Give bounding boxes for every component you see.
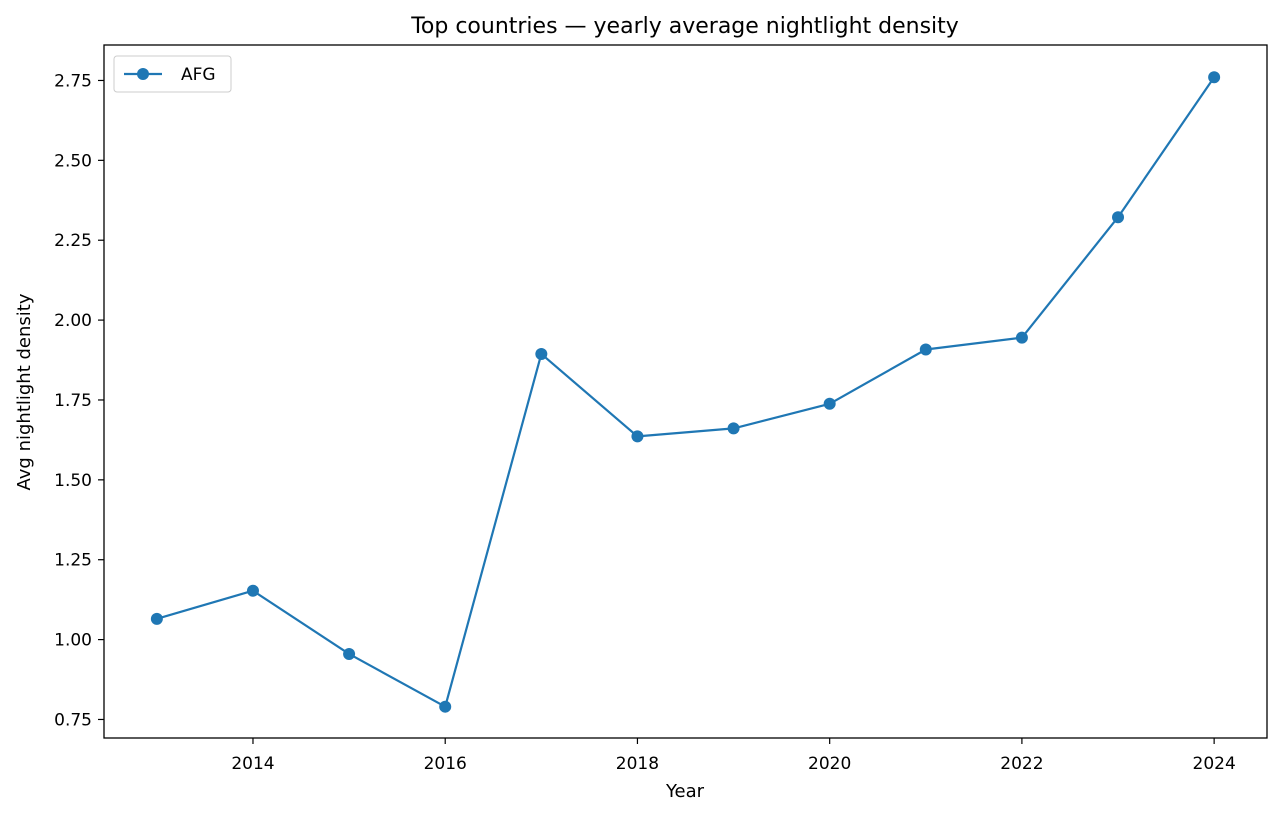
data-point <box>1208 71 1221 84</box>
y-tick-label: 2.00 <box>54 311 92 331</box>
y-tick-label: 1.25 <box>54 551 92 571</box>
chart-title: Top countries — yearly average nightligh… <box>410 14 959 39</box>
data-point <box>919 343 932 356</box>
x-tick-label: 2022 <box>1000 754 1043 774</box>
data-point <box>246 584 259 597</box>
data-point <box>631 430 644 443</box>
data-point <box>150 612 163 625</box>
y-tick-label: 2.25 <box>54 231 92 251</box>
data-point <box>439 700 452 713</box>
series-line <box>156 76 1216 708</box>
legend: AFG <box>113 55 232 93</box>
plot-frame <box>103 44 1268 739</box>
x-tick-label: 2014 <box>231 754 274 774</box>
data-point <box>343 647 356 660</box>
x-tick-label: 2024 <box>1193 754 1236 774</box>
data-point <box>535 347 548 360</box>
y-tick-label: 1.50 <box>54 471 92 491</box>
y-tick-label: 0.75 <box>54 710 92 730</box>
y-tick-label: 1.00 <box>54 631 92 651</box>
x-axis-label: Year <box>665 781 705 802</box>
x-tick-label: 2020 <box>808 754 851 774</box>
legend-label-afg: AFG <box>181 65 216 85</box>
x-tick-label: 2018 <box>616 754 659 774</box>
legend-marker-icon <box>137 68 149 80</box>
data-point <box>1015 331 1028 344</box>
y-tick-label: 1.75 <box>54 391 92 411</box>
x-tick-label: 2016 <box>424 754 467 774</box>
y-axis-label: Avg nightlight density <box>14 293 35 490</box>
axes-layer: 2014 2016 2018 2020 2022 2024 0.75 1.00 1.25 1.50… <box>54 71 1236 774</box>
data-point <box>823 397 836 410</box>
data-point <box>1112 211 1125 224</box>
data-point <box>727 422 740 435</box>
y-tick-label: 2.50 <box>54 151 92 171</box>
y-tick-label: 2.75 <box>54 71 92 91</box>
legend-box <box>113 55 232 93</box>
series-layer <box>150 71 1221 713</box>
